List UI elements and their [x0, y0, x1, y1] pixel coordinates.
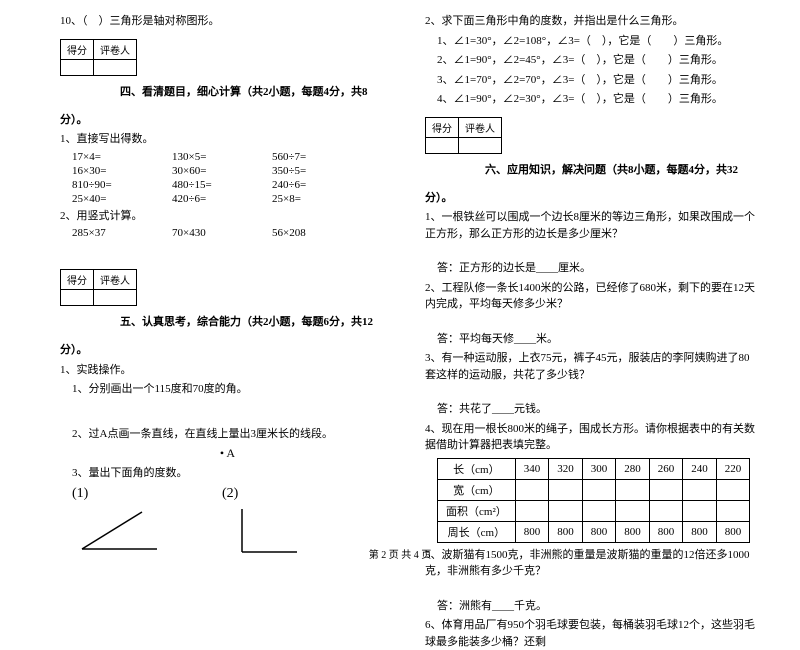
table-cell: 800 — [616, 521, 650, 542]
q2: 2、求下面三角形中角的度数，并指出是什么三角形。 — [425, 13, 760, 30]
table-cell: 260 — [649, 458, 683, 479]
table-cell — [716, 479, 750, 500]
q4-2: 2、用竖式计算。 — [60, 208, 395, 225]
a6-1: 答：正方形的边长是____厘米。 — [437, 260, 760, 277]
calc-row: 17×4=130×5=560÷7= — [72, 151, 395, 163]
table-cell: 320 — [549, 458, 583, 479]
table-header-cell: 宽（cm） — [438, 479, 516, 500]
tri-2: 2、∠1=90°，∠2=45°，∠3=（ ），它是（ ）三角形。 — [437, 52, 760, 69]
a6-2: 答：平均每天修____米。 — [437, 331, 760, 348]
calc-row: 25×40=420÷6=25×8= — [72, 193, 395, 205]
section-5-title: 五、认真思考，综合能力（共2小题，每题6分，共12 — [120, 313, 395, 329]
score-box-6: 得分评卷人 — [425, 117, 502, 154]
fen-4: 分）。 — [60, 112, 395, 129]
q5-1-1: 1、分别画出一个115度和70度的角。 — [72, 381, 395, 398]
table-cell: 240 — [683, 458, 717, 479]
table-cell: 220 — [716, 458, 750, 479]
score-box-4: 得分评卷人 — [60, 39, 137, 76]
table-cell: 800 — [683, 521, 717, 542]
page-footer: 第 2 页 共 4 页 — [0, 546, 800, 561]
q10: 10、（ ）三角形是轴对称图形。 — [60, 13, 395, 30]
table-cell: 300 — [582, 458, 616, 479]
table-cell — [616, 500, 650, 521]
table-cell — [716, 500, 750, 521]
q5-1-3: 3、量出下面角的度数。 — [72, 465, 395, 482]
section-4-title: 四、看清题目，细心计算（共2小题，每题4分，共8 — [120, 83, 395, 99]
table-cell — [549, 479, 583, 500]
fen-5: 分）。 — [60, 342, 395, 359]
q6-3: 3、有一种运动服，上衣75元，裤子45元，服装店的李阿姨购进了80套这样的运动服… — [425, 350, 760, 383]
table-cell — [616, 479, 650, 500]
table-cell — [683, 479, 717, 500]
score-box-5: 得分评卷人 — [60, 269, 137, 306]
table-cell: 800 — [515, 521, 549, 542]
table-cell — [515, 500, 549, 521]
table-cell — [683, 500, 717, 521]
fen-6: 分）。 — [425, 190, 760, 207]
table-cell: 800 — [549, 521, 583, 542]
table-cell — [649, 500, 683, 521]
fmt-row: 285×3770×43056×208 — [72, 227, 395, 239]
angle-1: (1) — [72, 486, 162, 554]
table-cell — [582, 500, 616, 521]
angle-2: (2) — [222, 486, 302, 554]
q6-6: 6、体育用品厂有950个羽毛球要包装，每桶装羽毛球12个，这些羽毛球最多能装多少… — [425, 617, 760, 650]
data-table: 长（cm）340320300280260240220宽（cm） 面积（cm²） … — [437, 458, 750, 543]
table-header-cell: 长（cm） — [438, 458, 516, 479]
q5-1-2: 2、过A点画一条直线，在直线上量出3厘米长的线段。 — [72, 426, 395, 443]
table-cell: 800 — [582, 521, 616, 542]
table-header-cell: 周长（cm） — [438, 521, 516, 542]
q6-2: 2、工程队修一条长1400米的公路，已经修了680米，剩下的要在12天内完成，平… — [425, 280, 760, 313]
score-h2: 评卷人 — [94, 39, 137, 59]
table-cell: 800 — [716, 521, 750, 542]
q6-4: 4、现在用一根长800米的绳子，围成长方形。请你根据表中的有关数据借助计算器把表… — [425, 421, 760, 454]
calc-row: 16×30=30×60=350÷5= — [72, 165, 395, 177]
a6-3: 答：共花了____元钱。 — [437, 401, 760, 418]
table-cell — [582, 479, 616, 500]
q6-1: 1、一根铁丝可以围成一个边长8厘米的等边三角形，如果改围成一个正方形，那么正方形… — [425, 209, 760, 242]
table-cell: 280 — [616, 458, 650, 479]
a6-5: 答：洲熊有____千克。 — [437, 598, 760, 615]
section-6-title: 六、应用知识，解决问题（共8小题，每题4分，共32 — [485, 161, 760, 177]
table-cell — [649, 479, 683, 500]
right-column: 2、求下面三角形中角的度数，并指出是什么三角形。 1、∠1=30°，∠2=108… — [425, 10, 760, 545]
score-h1: 得分 — [61, 39, 94, 59]
q5-1: 1、实践操作。 — [60, 362, 395, 379]
table-header-cell: 面积（cm²） — [438, 500, 516, 521]
q4-1: 1、直接写出得数。 — [60, 131, 395, 148]
table-cell — [549, 500, 583, 521]
point-a: • A — [60, 446, 395, 461]
tri-4: 4、∠1=90°，∠2=30°，∠3=（ ），它是（ ）三角形。 — [437, 91, 760, 108]
calc-row: 810÷90=480÷15=240÷6= — [72, 179, 395, 191]
tri-3: 3、∠1=70°，∠2=70°，∠3=（ ），它是（ ）三角形。 — [437, 72, 760, 89]
tri-1: 1、∠1=30°，∠2=108°，∠3=（ ），它是（ ）三角形。 — [437, 33, 760, 50]
angle-row: (1) (2) — [72, 486, 395, 554]
left-column: 10、（ ）三角形是轴对称图形。 得分评卷人 四、看清题目，细心计算（共2小题，… — [60, 10, 395, 545]
table-cell — [515, 479, 549, 500]
table-cell: 340 — [515, 458, 549, 479]
table-cell: 800 — [649, 521, 683, 542]
